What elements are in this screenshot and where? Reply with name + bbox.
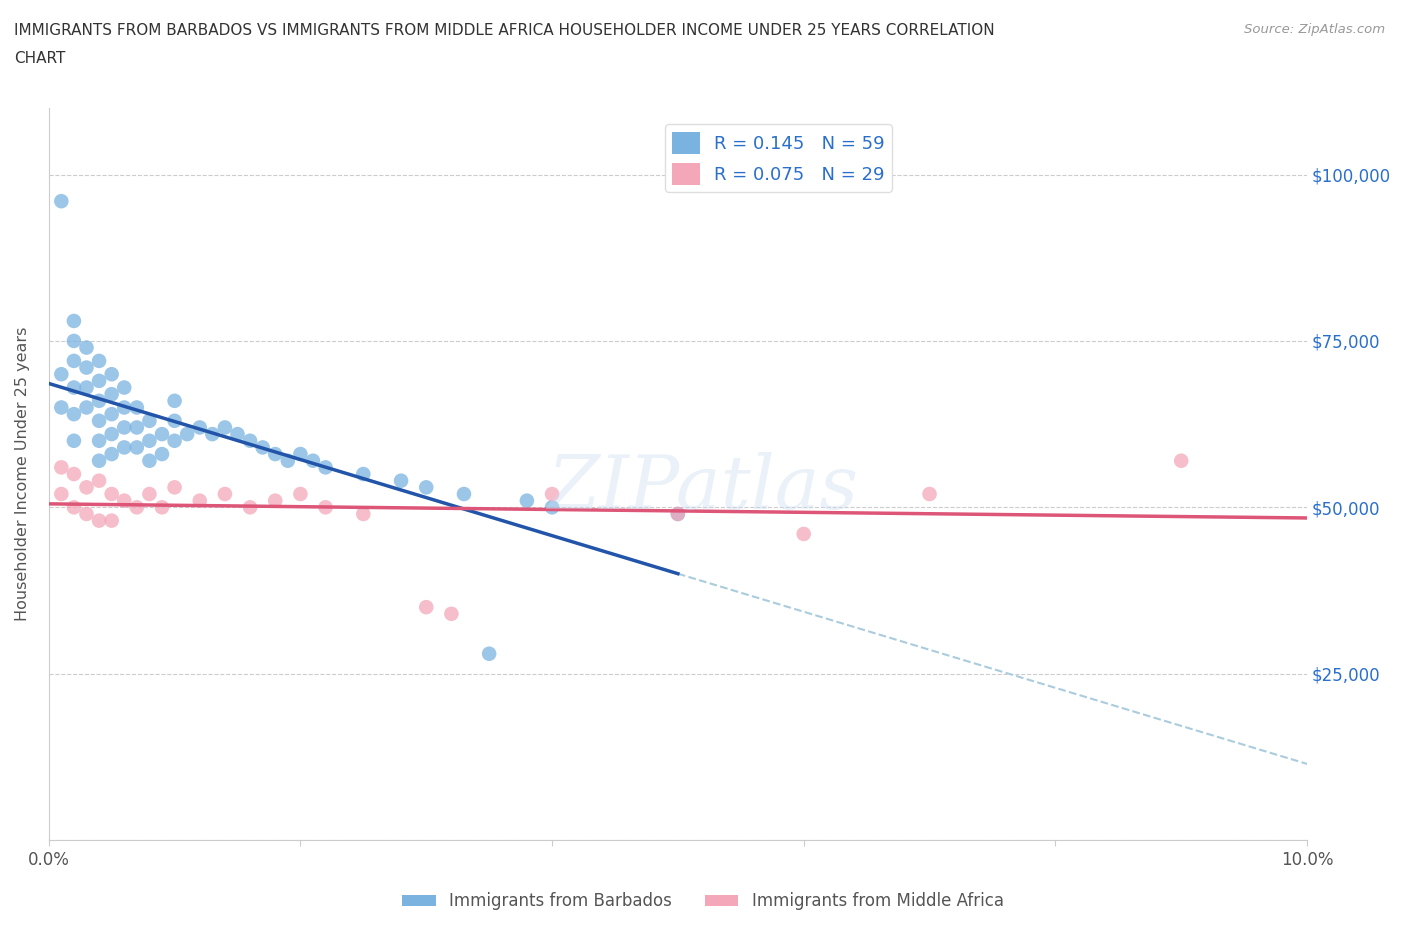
Point xyxy=(100,513,122,528)
Point xyxy=(87,413,110,428)
Point xyxy=(87,393,110,408)
Point xyxy=(150,446,173,461)
Point xyxy=(138,453,160,468)
Point xyxy=(666,507,689,522)
Text: ZIPatlas: ZIPatlas xyxy=(547,452,859,525)
Point xyxy=(440,606,463,621)
Point xyxy=(352,467,374,482)
Point xyxy=(76,507,98,522)
Point xyxy=(63,433,86,448)
Point xyxy=(415,600,437,615)
Point xyxy=(87,453,110,468)
Point xyxy=(150,500,173,515)
Point xyxy=(163,393,186,408)
Point xyxy=(76,360,98,375)
Text: CHART: CHART xyxy=(14,51,66,66)
Point xyxy=(100,427,122,442)
Point xyxy=(63,313,86,328)
Point xyxy=(315,460,337,475)
Point xyxy=(138,413,160,428)
Point xyxy=(125,500,148,515)
Point xyxy=(125,420,148,435)
Point xyxy=(1170,453,1192,468)
Point xyxy=(87,353,110,368)
Point xyxy=(100,406,122,421)
Point xyxy=(112,440,135,455)
Point xyxy=(87,513,110,528)
Point xyxy=(176,427,198,442)
Point xyxy=(352,507,374,522)
Point xyxy=(76,380,98,395)
Point xyxy=(453,486,475,501)
Point xyxy=(138,433,160,448)
Point xyxy=(112,400,135,415)
Point xyxy=(112,420,135,435)
Point xyxy=(163,480,186,495)
Point xyxy=(125,400,148,415)
Text: IMMIGRANTS FROM BARBADOS VS IMMIGRANTS FROM MIDDLE AFRICA HOUSEHOLDER INCOME UND: IMMIGRANTS FROM BARBADOS VS IMMIGRANTS F… xyxy=(14,23,994,38)
Point xyxy=(201,427,224,442)
Point xyxy=(87,473,110,488)
Legend: Immigrants from Barbados, Immigrants from Middle Africa: Immigrants from Barbados, Immigrants fro… xyxy=(395,885,1011,917)
Point xyxy=(666,507,689,522)
Point xyxy=(125,440,148,455)
Point xyxy=(63,406,86,421)
Y-axis label: Householder Income Under 25 years: Householder Income Under 25 years xyxy=(15,326,30,621)
Point xyxy=(100,486,122,501)
Point xyxy=(188,420,211,435)
Point xyxy=(63,467,86,482)
Point xyxy=(51,400,73,415)
Point xyxy=(150,427,173,442)
Point xyxy=(264,446,287,461)
Point xyxy=(302,453,325,468)
Point xyxy=(76,340,98,355)
Point xyxy=(290,486,312,501)
Point xyxy=(51,366,73,381)
Point xyxy=(76,400,98,415)
Point xyxy=(112,493,135,508)
Point xyxy=(87,374,110,389)
Point xyxy=(51,486,73,501)
Point xyxy=(63,500,86,515)
Point xyxy=(188,493,211,508)
Point xyxy=(100,366,122,381)
Point xyxy=(63,334,86,349)
Point xyxy=(87,433,110,448)
Point xyxy=(100,387,122,402)
Point xyxy=(264,493,287,508)
Point xyxy=(277,453,299,468)
Point xyxy=(415,480,437,495)
Point xyxy=(290,446,312,461)
Point xyxy=(252,440,274,455)
Point xyxy=(112,380,135,395)
Point xyxy=(793,526,815,541)
Point xyxy=(918,486,941,501)
Point xyxy=(163,433,186,448)
Point xyxy=(63,380,86,395)
Point xyxy=(239,433,262,448)
Point xyxy=(138,486,160,501)
Point xyxy=(315,500,337,515)
Legend: R = 0.145   N = 59, R = 0.075   N = 29: R = 0.145 N = 59, R = 0.075 N = 29 xyxy=(665,125,891,192)
Point xyxy=(214,420,236,435)
Point xyxy=(516,493,538,508)
Point xyxy=(100,446,122,461)
Point xyxy=(76,480,98,495)
Point xyxy=(51,193,73,208)
Point xyxy=(239,500,262,515)
Point xyxy=(63,353,86,368)
Point xyxy=(541,500,564,515)
Text: Source: ZipAtlas.com: Source: ZipAtlas.com xyxy=(1244,23,1385,36)
Point xyxy=(226,427,249,442)
Point xyxy=(541,486,564,501)
Point xyxy=(163,413,186,428)
Point xyxy=(389,473,412,488)
Point xyxy=(478,646,501,661)
Point xyxy=(214,486,236,501)
Point xyxy=(51,460,73,475)
